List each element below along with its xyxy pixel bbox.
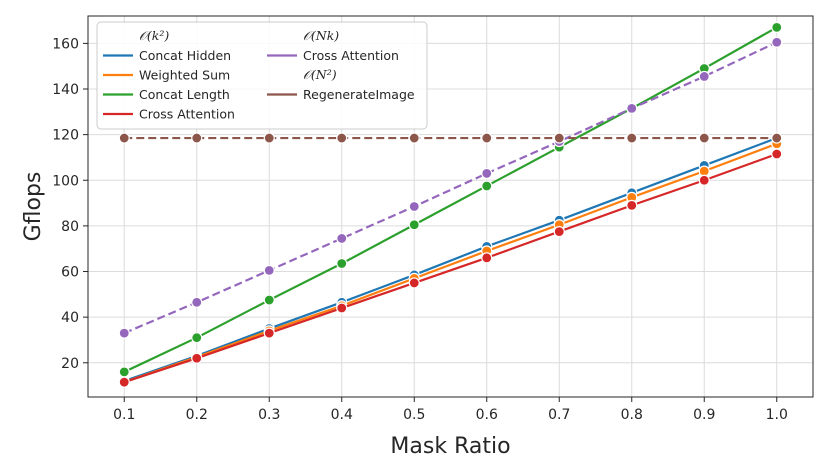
series-4 [118,36,783,339]
data-point [626,132,638,144]
series-line [123,137,778,383]
y-axis-label: Gflops [21,172,46,242]
data-point [553,225,565,238]
legend-group-heading: 𝒪(Nk) [303,28,339,43]
x-tick-label: 0.7 [548,407,570,423]
data-point [191,352,203,364]
legend-label: Concat Hidden [139,48,231,63]
x-tick-label: 0.1 [113,407,135,423]
data-point [263,294,275,306]
y-tick-label: 100 [52,173,79,189]
x-axis-label: Mask Ratio [390,434,510,459]
legend-group-heading: 𝒪(k²) [139,28,169,43]
data-point [553,132,565,144]
data-point [336,132,348,144]
plot-frame [87,15,814,398]
data-point [626,199,638,211]
series-line [123,26,778,373]
data-point [336,232,348,245]
series-2 [118,21,783,378]
data-point [698,132,710,144]
data-point [191,132,203,144]
y-tick-label: 60 [61,265,79,281]
series-5 [118,132,783,144]
y-tick-label: 160 [52,36,79,52]
data-point [118,327,130,339]
data-point [408,219,420,231]
x-tick-label: 0.3 [258,407,280,423]
series-line [123,41,778,335]
series-3 [118,148,783,388]
data-point [481,180,493,192]
series-line [123,152,778,384]
legend-label: Concat Length [139,87,230,102]
data-point [336,302,348,314]
data-point [626,102,638,114]
x-tick-labels: 0.1 0.2 0.3 0.4 0.5 0.6 0.7 0.8 0.9 1.0 [113,397,788,423]
x-tick-label: 1.0 [766,407,788,423]
legend-label: Weighted Sum [139,68,230,83]
data-point [263,132,275,144]
data-point [118,366,130,378]
data-point [771,132,783,144]
series-layer [118,21,783,388]
x-tick-label: 0.6 [476,407,498,423]
data-point [191,332,203,344]
data-point [191,296,203,308]
data-point [118,132,130,144]
x-tick-label: 0.2 [186,407,208,423]
data-point [771,36,783,48]
legend-label: Cross Attention [139,107,235,122]
legend-label: RegenerateImage [303,87,415,102]
legend: 𝒪(k²) Concat Hidden Weighted Sum Concat Len… [96,21,428,130]
data-point [771,148,783,160]
data-point [118,376,130,388]
data-point [481,132,493,144]
legend-group-heading: 𝒪(N²) [303,67,337,82]
y-tick-label: 20 [61,356,79,372]
x-tick-label: 0.4 [331,407,353,423]
y-tick-labels: 20 40 60 80 100 120 140 160 [52,36,88,372]
series-line [123,142,778,384]
data-point [481,252,493,264]
data-point [408,132,420,144]
data-point [336,257,348,270]
legend-label: Cross Attention [303,48,399,63]
y-tick-label: 80 [61,219,79,235]
x-tick-label: 0.9 [693,407,715,423]
data-point [698,70,710,83]
data-point [771,21,783,34]
y-tick-label: 120 [52,128,79,144]
data-point [408,277,420,289]
data-point [408,200,420,213]
data-point [263,327,275,339]
x-tick-label: 0.8 [621,407,643,423]
data-point [698,165,710,177]
data-point [481,167,493,180]
y-tick-label: 140 [52,82,79,98]
legend-box [96,21,428,130]
data-point [698,174,710,186]
x-tick-label: 0.5 [403,407,425,423]
y-tick-label: 40 [61,310,79,326]
data-point [263,264,275,276]
